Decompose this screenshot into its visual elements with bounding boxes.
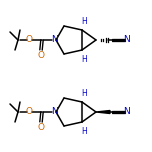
Text: O: O — [38, 123, 45, 131]
Text: N: N — [124, 107, 130, 116]
Text: H: H — [81, 55, 87, 64]
Text: H: H — [81, 17, 87, 26]
Polygon shape — [96, 111, 110, 114]
Text: O: O — [38, 50, 45, 59]
Text: N: N — [51, 36, 57, 45]
Text: O: O — [26, 36, 33, 45]
Text: N: N — [51, 107, 57, 116]
Text: N: N — [124, 36, 130, 45]
Text: O: O — [26, 107, 33, 116]
Text: H: H — [81, 88, 87, 97]
Text: H: H — [81, 126, 87, 135]
